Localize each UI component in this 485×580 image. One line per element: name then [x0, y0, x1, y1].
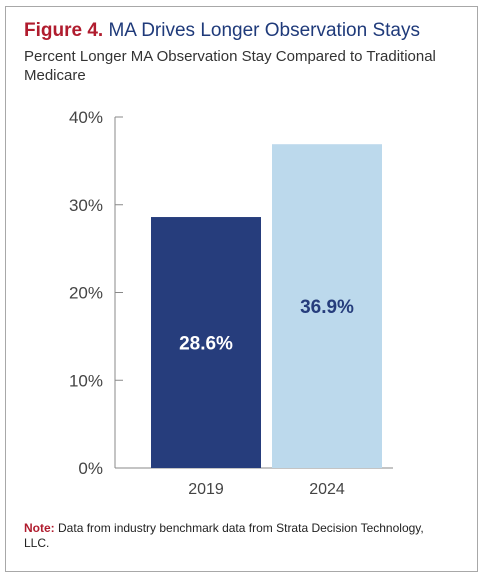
bar-data-label: 36.9% — [300, 297, 354, 318]
figure-subtitle: Percent Longer MA Observation Stay Compa… — [24, 48, 436, 84]
bar-2019 — [151, 217, 261, 468]
bar-2024 — [272, 144, 382, 468]
y-tick-label: 0% — [78, 459, 103, 478]
figure-title-text: MA Drives Longer Observation Stays — [108, 20, 420, 41]
note-text: Data from industry benchmark data from S… — [24, 521, 424, 550]
bar-data-label: 28.6% — [179, 334, 233, 355]
note-label: Note: — [24, 521, 55, 535]
y-tick-label: 30% — [69, 196, 103, 215]
y-tick-label: 20% — [69, 284, 103, 303]
y-tick-label: 10% — [69, 371, 103, 390]
figure-note: Note: Data from industry benchmark data … — [24, 521, 444, 551]
figure-label: Figure 4. — [24, 20, 104, 41]
y-tick-label: 40% — [69, 108, 103, 127]
x-tick-label: 2024 — [309, 481, 345, 498]
x-tick-label: 2019 — [188, 481, 224, 498]
figure-title: Figure 4. MA Drives Longer Observation S… — [24, 20, 420, 42]
